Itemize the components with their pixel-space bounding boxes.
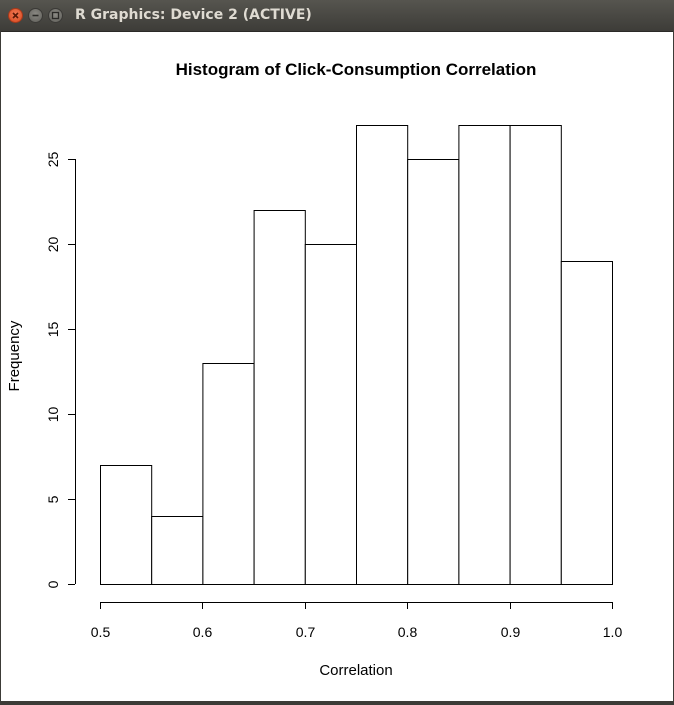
minimize-icon	[32, 14, 39, 17]
plot-canvas: Histogram of Click-Consumption Correlati…	[1, 32, 673, 701]
histogram-bar	[151, 516, 204, 585]
maximize-button[interactable]	[48, 8, 63, 23]
histogram-bar	[509, 125, 562, 585]
histogram-bar	[202, 363, 255, 585]
minimize-button[interactable]	[28, 8, 43, 23]
window-title: R Graphics: Device 2 (ACTIVE)	[75, 7, 312, 23]
histogram-bar	[560, 261, 613, 585]
y-tick-label: 5	[45, 495, 61, 503]
window-border-left	[0, 31, 1, 702]
x-tick-label: 0.6	[193, 624, 213, 640]
histogram-bar	[458, 125, 511, 585]
histogram-bar	[253, 210, 306, 585]
histogram-bar	[100, 465, 153, 585]
close-icon	[12, 12, 19, 19]
x-tick-label: 1.0	[603, 624, 623, 640]
y-tick-label: 15	[45, 322, 61, 338]
close-button[interactable]	[8, 8, 23, 23]
x-axis-label: Correlation	[319, 662, 392, 679]
y-tick-label: 10	[45, 407, 61, 423]
x-tick-label: 0.8	[398, 624, 418, 640]
y-tick-label: 0	[45, 580, 61, 588]
x-tick-label: 0.5	[91, 624, 111, 640]
histogram-plot: Histogram of Click-Consumption Correlati…	[6, 60, 623, 679]
x-tick-label: 0.7	[296, 624, 316, 640]
chart-title: Histogram of Click-Consumption Correlati…	[176, 60, 537, 79]
y-tick-label: 20	[45, 237, 61, 253]
y-axis-label: Frequency	[6, 320, 23, 391]
title-bar[interactable]: R Graphics: Device 2 (ACTIVE)	[0, 0, 674, 32]
histogram-bar	[356, 125, 409, 585]
histogram-bar	[304, 244, 357, 585]
maximize-icon	[51, 11, 60, 20]
x-tick-label: 0.9	[501, 624, 521, 640]
histogram-bar	[407, 159, 460, 585]
y-tick-label: 25	[45, 152, 61, 168]
